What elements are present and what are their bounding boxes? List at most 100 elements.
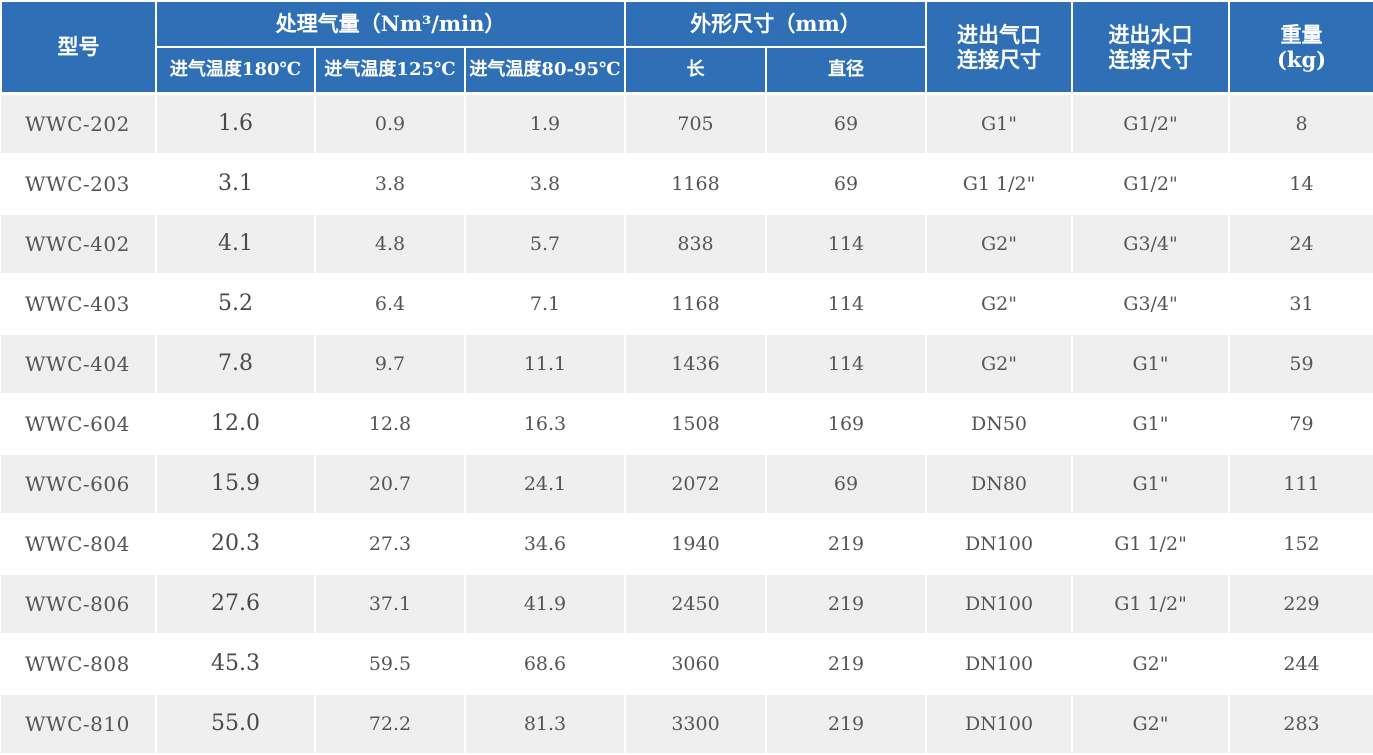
cell-weight: 59 bbox=[1229, 332, 1373, 395]
cell-flow-125: 37.1 bbox=[315, 572, 466, 635]
cell-flow-180: 45.3 bbox=[156, 633, 316, 694]
cell-model: WWC-604 bbox=[1, 393, 157, 454]
cell-flow-125: 4.8 bbox=[315, 212, 466, 275]
cell-diameter: 219 bbox=[766, 692, 928, 755]
cell-air-connection: DN100 bbox=[926, 633, 1074, 694]
cell-flow-80-95: 81.3 bbox=[465, 692, 626, 755]
cell-flow-80-95: 68.6 bbox=[465, 633, 626, 694]
cell-length: 2450 bbox=[625, 572, 767, 635]
cell-weight: 283 bbox=[1229, 692, 1373, 755]
cell-weight: 152 bbox=[1229, 513, 1373, 574]
cell-flow-125: 27.3 bbox=[315, 513, 466, 574]
cell-length: 838 bbox=[625, 212, 767, 275]
cell-model: WWC-403 bbox=[1, 273, 157, 334]
table-row: WWC-404 7.8 9.7 11.1 1436 114 G2" G1" 59 bbox=[1, 332, 1373, 395]
cell-flow-80-95: 11.1 bbox=[465, 332, 626, 395]
cell-length: 1940 bbox=[625, 513, 767, 574]
cell-flow-180: 12.0 bbox=[156, 393, 316, 454]
cell-model: WWC-804 bbox=[1, 513, 157, 574]
header-flow-group: 处理气量（Nm³/min） bbox=[155, 0, 626, 48]
cell-model: WWC-202 bbox=[1, 92, 157, 155]
cell-flow-80-95: 24.1 bbox=[465, 452, 626, 515]
header-length: 长 bbox=[624, 46, 767, 95]
cell-model: WWC-808 bbox=[1, 633, 157, 694]
cell-flow-125: 12.8 bbox=[315, 393, 466, 454]
header-water-connection-line2: 连接尺寸 bbox=[1108, 47, 1193, 72]
cell-air-connection: G1 1/2" bbox=[926, 153, 1074, 214]
table-row: WWC-203 3.1 3.8 3.8 1168 69 G1 1/2" G1/2… bbox=[1, 153, 1373, 214]
header-water-connection: 进出水口 连接尺寸 bbox=[1071, 0, 1231, 95]
header-weight: 重量 (kg) bbox=[1228, 0, 1373, 95]
cell-length: 1168 bbox=[625, 273, 767, 334]
cell-diameter: 114 bbox=[766, 273, 928, 334]
header-dimension-group: 外形尺寸（mm） bbox=[623, 0, 928, 48]
cell-weight: 24 bbox=[1229, 212, 1373, 275]
header-row-top: 型号 处理气量（Nm³/min） 外形尺寸（mm） 进出气口 连接尺寸 进出水口… bbox=[0, 0, 1373, 95]
cell-weight: 229 bbox=[1229, 572, 1373, 635]
cell-flow-180: 55.0 bbox=[156, 692, 316, 755]
cell-flow-125: 6.4 bbox=[315, 273, 466, 334]
cell-diameter: 219 bbox=[766, 513, 928, 574]
cell-air-connection: DN100 bbox=[926, 513, 1074, 574]
cell-air-connection: G2" bbox=[926, 212, 1074, 275]
cell-diameter: 69 bbox=[766, 92, 928, 155]
cell-water-connection: G3/4" bbox=[1072, 273, 1231, 334]
cell-weight: 244 bbox=[1229, 633, 1373, 694]
cell-model: WWC-606 bbox=[1, 452, 157, 515]
cell-flow-180: 15.9 bbox=[156, 452, 316, 515]
cell-length: 3300 bbox=[625, 692, 767, 755]
table-row: WWC-808 45.3 59.5 68.6 3060 219 DN100 G2… bbox=[1, 633, 1373, 694]
cell-length: 1508 bbox=[625, 393, 767, 454]
cell-water-connection: G2" bbox=[1072, 633, 1231, 694]
cell-flow-180: 5.2 bbox=[156, 273, 316, 334]
table-row: WWC-403 5.2 6.4 7.1 1168 114 G2" G3/4" 3… bbox=[1, 273, 1373, 334]
cell-diameter: 219 bbox=[766, 633, 928, 694]
cell-air-connection: DN80 bbox=[926, 452, 1074, 515]
cell-flow-180: 3.1 bbox=[156, 153, 316, 214]
cell-flow-80-95: 1.9 bbox=[465, 92, 626, 155]
cell-flow-180: 1.6 bbox=[156, 92, 316, 155]
cell-water-connection: G1/2" bbox=[1072, 153, 1231, 214]
table-row: WWC-804 20.3 27.3 34.6 1940 219 DN100 G1… bbox=[1, 513, 1373, 574]
cell-water-connection: G2" bbox=[1072, 692, 1231, 755]
cell-flow-80-95: 41.9 bbox=[465, 572, 626, 635]
cell-diameter: 114 bbox=[766, 212, 928, 275]
cell-water-connection: G1" bbox=[1072, 332, 1231, 395]
cell-model: WWC-203 bbox=[1, 153, 157, 214]
cell-air-connection: DN100 bbox=[926, 692, 1074, 755]
header-row-sub: 进气温度180℃ 进气温度125℃ 进气温度80-95℃ 长 直径 bbox=[1, 46, 1373, 95]
cell-air-connection: G2" bbox=[926, 332, 1074, 395]
cell-diameter: 69 bbox=[766, 153, 928, 214]
cell-flow-125: 9.7 bbox=[315, 332, 466, 395]
cell-water-connection: G1 1/2" bbox=[1072, 572, 1231, 635]
table-row: WWC-604 12.0 12.8 16.3 1508 169 DN50 G1"… bbox=[1, 393, 1373, 454]
cell-model: WWC-404 bbox=[1, 332, 157, 395]
cell-water-connection: G1" bbox=[1072, 452, 1231, 515]
cell-flow-80-95: 16.3 bbox=[465, 393, 626, 454]
cell-flow-80-95: 5.7 bbox=[465, 212, 626, 275]
header-flow-80-95: 进气温度80-95℃ bbox=[464, 46, 626, 95]
cell-water-connection: G3/4" bbox=[1072, 212, 1231, 275]
cell-flow-180: 4.1 bbox=[156, 212, 316, 275]
cell-diameter: 69 bbox=[766, 452, 928, 515]
table-header: 型号 处理气量（Nm³/min） 外形尺寸（mm） 进出气口 连接尺寸 进出水口… bbox=[0, 0, 1373, 95]
cell-length: 2072 bbox=[625, 452, 767, 515]
header-air-connection-line1: 进出气口 bbox=[957, 21, 1042, 47]
cell-flow-125: 0.9 bbox=[315, 92, 466, 155]
cell-weight: 79 bbox=[1229, 393, 1373, 454]
table-row: WWC-806 27.6 37.1 41.9 2450 219 DN100 G1… bbox=[1, 572, 1373, 635]
cell-air-connection: DN50 bbox=[926, 393, 1074, 454]
table-row: WWC-402 4.1 4.8 5.7 838 114 G2" G3/4" 24 bbox=[1, 212, 1373, 275]
table-row: WWC-810 55.0 72.2 81.3 3300 219 DN100 G2… bbox=[1, 692, 1373, 755]
cell-length: 705 bbox=[625, 92, 767, 155]
cell-diameter: 114 bbox=[766, 332, 928, 395]
cell-diameter: 219 bbox=[766, 572, 928, 635]
table-body: WWC-202 1.6 0.9 1.9 705 69 G1" G1/2" 8 W… bbox=[1, 92, 1373, 755]
cell-model: WWC-402 bbox=[1, 212, 157, 275]
cell-length: 3060 bbox=[625, 633, 767, 694]
cell-air-connection: G1" bbox=[926, 92, 1074, 155]
header-weight-line1: 重量 bbox=[1280, 21, 1323, 47]
cell-flow-80-95: 3.8 bbox=[465, 153, 626, 214]
header-flow-125: 进气温度125℃ bbox=[314, 46, 466, 95]
